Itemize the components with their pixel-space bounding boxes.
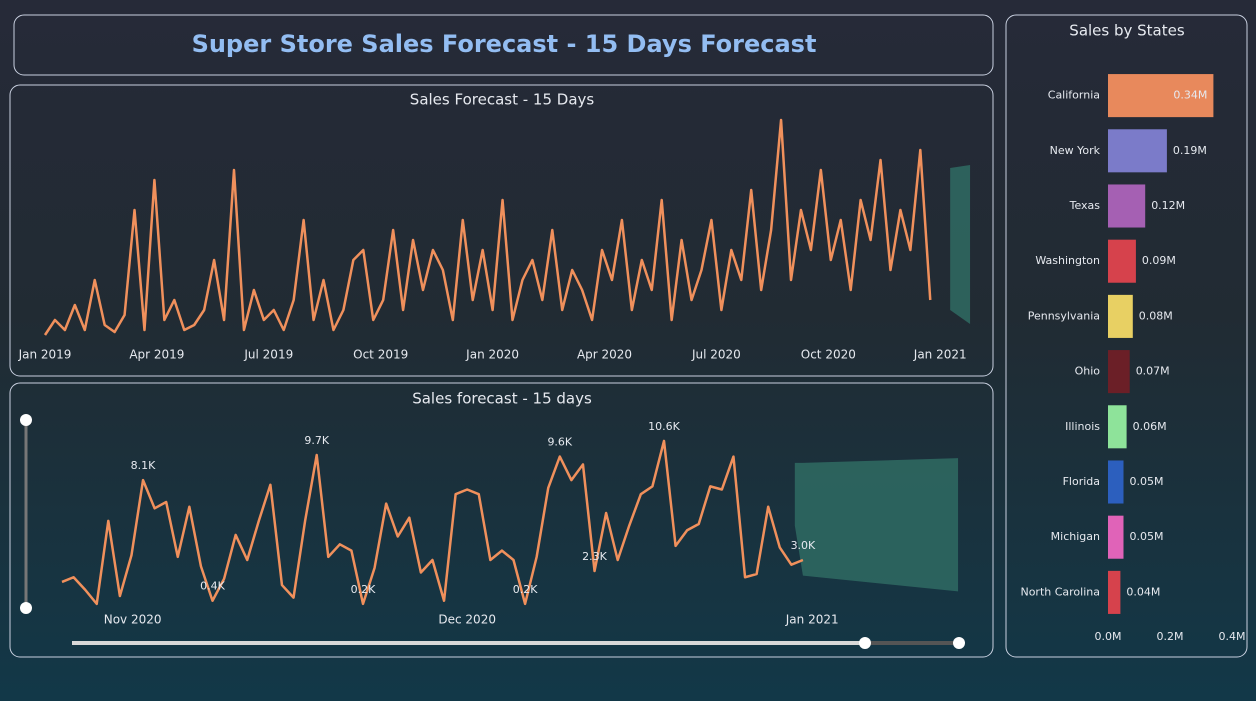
bar	[1108, 515, 1124, 559]
data-label: 2.3K	[582, 550, 607, 563]
data-label: 3.0K	[791, 539, 816, 552]
category-label: California	[1048, 89, 1100, 102]
vertical-slider[interactable]	[20, 414, 32, 614]
bar	[1108, 570, 1121, 614]
x-tick-label: Oct 2020	[801, 348, 856, 362]
data-label: 10.6K	[648, 420, 680, 433]
data-label: 0.19M	[1173, 144, 1207, 157]
bar	[1108, 460, 1124, 504]
data-label: 9.6K	[547, 436, 572, 449]
data-label: 0.06M	[1133, 420, 1167, 433]
x-tick-label: Nov 2020	[104, 613, 162, 627]
x-tick-label: Dec 2020	[438, 613, 496, 627]
x-tick-label: Jul 2020	[691, 348, 741, 362]
x-tick-label: Jan 2021	[785, 613, 839, 627]
category-label: Florida	[1063, 475, 1100, 488]
category-label: Ohio	[1075, 365, 1101, 378]
data-label: 0.12M	[1151, 199, 1185, 212]
title-panel	[13, 14, 994, 76]
category-label: North Carolina	[1020, 585, 1100, 598]
x-tick-label: Jan 2020	[465, 348, 519, 362]
forecast-band	[794, 458, 959, 592]
category-label: Illinois	[1065, 420, 1100, 433]
forecast-band	[950, 165, 971, 324]
side-panel	[1005, 14, 1248, 658]
x-tick-label: Apr 2020	[577, 348, 632, 362]
horizontal-slider[interactable]	[72, 637, 965, 649]
category-label: Texas	[1069, 199, 1101, 212]
sales-line	[43, 118, 932, 336]
category-label: Washington	[1035, 254, 1100, 267]
bar	[1108, 239, 1136, 283]
x-tick-label: 0.0M	[1095, 630, 1122, 643]
sales-line	[61, 439, 804, 606]
slider-handle[interactable]	[859, 637, 871, 649]
data-label: 0.04M	[1126, 585, 1160, 598]
x-tick-label: Jan 2021	[913, 348, 967, 362]
dashboard-title: Super Store Sales Forecast - 15 Days For…	[192, 30, 817, 58]
data-label: 8.1K	[131, 459, 156, 472]
data-label: 0.34M	[1173, 89, 1207, 102]
data-label: 0.09M	[1142, 254, 1176, 267]
data-label: 9.7K	[304, 434, 329, 447]
x-tick-label: 0.4M	[1219, 630, 1246, 643]
bar	[1108, 294, 1133, 338]
data-label: 0.08M	[1139, 309, 1173, 322]
chart-title: Sales forecast - 15 days	[412, 390, 592, 408]
top-panel	[9, 84, 994, 377]
bottom-panel	[9, 382, 994, 658]
data-label: 0.07M	[1136, 365, 1170, 378]
chart-title: Sales by States	[1069, 22, 1185, 40]
x-tick-label: Apr 2019	[129, 348, 184, 362]
slider-handle[interactable]	[20, 414, 32, 426]
data-label: 0.05M	[1130, 475, 1164, 488]
data-label: 0.2K	[351, 583, 376, 596]
x-tick-label: Jul 2019	[243, 348, 293, 362]
chart-title: Sales Forecast - 15 Days	[410, 91, 595, 109]
bar	[1108, 350, 1130, 394]
bar	[1108, 74, 1214, 118]
slider-handle[interactable]	[953, 637, 965, 649]
x-tick-label: Jan 2019	[18, 348, 72, 362]
x-tick-label: Oct 2019	[353, 348, 408, 362]
category-label: Michigan	[1051, 530, 1100, 543]
data-label: 0.4K	[200, 580, 225, 593]
bar	[1108, 184, 1146, 228]
data-label: 0.05M	[1130, 530, 1164, 543]
data-label: 0.2K	[513, 583, 538, 596]
x-tick-label: 0.2M	[1157, 630, 1184, 643]
bar	[1108, 129, 1167, 173]
slider-handle[interactable]	[20, 602, 32, 614]
category-label: New York	[1050, 144, 1101, 157]
category-label: Pennsylvania	[1028, 309, 1100, 322]
bar	[1108, 405, 1127, 449]
